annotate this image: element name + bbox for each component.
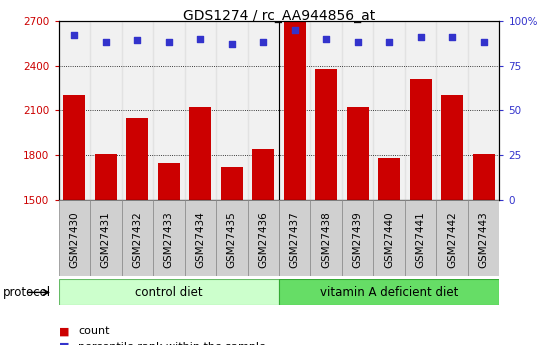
Text: GSM27437: GSM27437 — [290, 211, 300, 268]
Point — [70, 32, 79, 38]
Bar — [185, 21, 216, 200]
Text: GSM27436: GSM27436 — [258, 211, 268, 268]
Text: GSM27435: GSM27435 — [227, 211, 237, 268]
FancyBboxPatch shape — [468, 200, 499, 276]
Bar — [373, 21, 405, 200]
Bar — [310, 21, 342, 200]
FancyBboxPatch shape — [310, 200, 342, 276]
Bar — [283, 22, 306, 345]
Text: GSM27439: GSM27439 — [353, 211, 363, 268]
Bar — [95, 154, 117, 345]
Text: ■: ■ — [59, 326, 73, 336]
Point — [227, 41, 236, 47]
Bar — [342, 21, 373, 200]
Bar — [63, 96, 85, 345]
Text: percentile rank within the sample: percentile rank within the sample — [78, 342, 266, 345]
FancyBboxPatch shape — [436, 200, 468, 276]
Text: control diet: control diet — [135, 286, 203, 299]
Bar — [158, 163, 180, 345]
Text: GSM27440: GSM27440 — [384, 211, 394, 268]
Point — [479, 39, 488, 45]
Text: GSM27442: GSM27442 — [447, 211, 457, 268]
Text: GSM27441: GSM27441 — [416, 211, 426, 268]
Point — [165, 39, 174, 45]
Bar — [153, 21, 185, 200]
Bar — [473, 154, 495, 345]
Text: GSM27430: GSM27430 — [69, 211, 79, 268]
Bar — [410, 79, 432, 345]
Bar — [441, 96, 463, 345]
FancyBboxPatch shape — [90, 200, 122, 276]
Bar — [315, 69, 337, 345]
Point — [259, 39, 268, 45]
Point — [290, 27, 299, 32]
Bar — [59, 21, 90, 200]
Bar — [216, 21, 248, 200]
Text: GSM27432: GSM27432 — [132, 211, 142, 268]
FancyBboxPatch shape — [122, 200, 153, 276]
FancyBboxPatch shape — [216, 200, 248, 276]
Bar — [221, 167, 243, 345]
FancyBboxPatch shape — [248, 200, 279, 276]
Bar — [126, 118, 148, 345]
FancyBboxPatch shape — [405, 200, 436, 276]
FancyBboxPatch shape — [153, 200, 185, 276]
Text: GSM27434: GSM27434 — [195, 211, 205, 268]
FancyBboxPatch shape — [373, 200, 405, 276]
Point — [385, 39, 394, 45]
Bar — [279, 21, 310, 200]
Bar — [378, 158, 400, 345]
FancyBboxPatch shape — [279, 279, 499, 305]
Point — [102, 39, 110, 45]
FancyBboxPatch shape — [59, 200, 90, 276]
Bar — [436, 21, 468, 200]
Bar — [347, 107, 369, 345]
Text: ■: ■ — [59, 342, 73, 345]
Text: count: count — [78, 326, 109, 336]
Text: GDS1274 / rc_AA944856_at: GDS1274 / rc_AA944856_at — [183, 9, 375, 23]
Text: GSM27431: GSM27431 — [101, 211, 111, 268]
Bar — [122, 21, 153, 200]
Point — [322, 36, 331, 41]
Bar — [252, 149, 275, 345]
Point — [133, 38, 142, 43]
FancyBboxPatch shape — [59, 279, 279, 305]
Text: GSM27443: GSM27443 — [479, 211, 489, 268]
FancyBboxPatch shape — [185, 200, 216, 276]
Point — [416, 34, 425, 40]
Bar — [189, 107, 211, 345]
Point — [353, 39, 362, 45]
Bar — [248, 21, 279, 200]
Text: GSM27438: GSM27438 — [321, 211, 331, 268]
Point — [196, 36, 205, 41]
Text: GSM27433: GSM27433 — [164, 211, 174, 268]
FancyBboxPatch shape — [279, 200, 310, 276]
Bar — [468, 21, 499, 200]
Text: vitamin A deficient diet: vitamin A deficient diet — [320, 286, 458, 299]
FancyBboxPatch shape — [342, 200, 373, 276]
Point — [448, 34, 456, 40]
Bar — [90, 21, 122, 200]
Text: protocol: protocol — [3, 286, 51, 299]
Bar — [405, 21, 436, 200]
